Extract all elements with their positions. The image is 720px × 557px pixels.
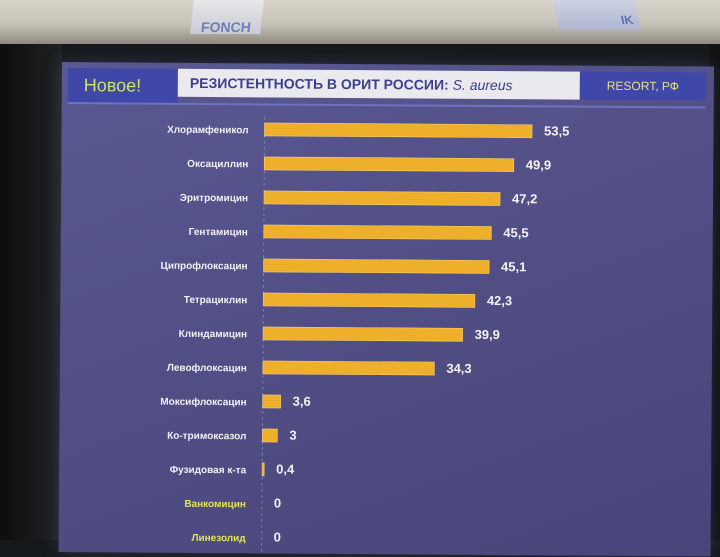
bar [262, 326, 463, 342]
category-label: Ко-тримоксазол [167, 431, 246, 443]
bar [263, 292, 476, 308]
category-label: Хлорамфеникол [167, 124, 248, 137]
resistance-bar-chart: Хлорамфеникол 53,5 Оксациллин 49,9 Эритромиц… [160, 117, 569, 557]
dark-wall-right [710, 44, 720, 540]
value-label: 53,5 [544, 123, 569, 138]
category-label: Тетрациклин [184, 295, 248, 306]
y-axis-line [260, 117, 266, 557]
value-label: 39,9 [475, 327, 500, 342]
value-label: 42,3 [487, 293, 512, 308]
category-label: Оксациллин [187, 159, 248, 170]
bar [264, 122, 533, 139]
category-label: Фузидовая к-та [170, 465, 247, 477]
bar [262, 394, 281, 409]
bar [263, 258, 490, 274]
value-label: 49,9 [526, 157, 551, 172]
category-label: Левофлоксацин [167, 362, 247, 375]
category-label: Клиндамицин [179, 329, 248, 340]
value-label: 34,3 [446, 361, 471, 376]
bar [263, 156, 515, 172]
value-label: 45,5 [503, 225, 528, 240]
value-label: 3,6 [293, 394, 311, 409]
projection-screen: Новое! РЕЗИСТЕНТНОСТЬ В ОРИТ РОССИИ: S. … [58, 62, 714, 557]
value-label: 3 [289, 428, 296, 443]
bar [262, 360, 435, 376]
bar [261, 462, 265, 477]
banner-left-text: FONCH [200, 19, 252, 34]
value-label: 0 [274, 495, 281, 510]
category-label: Линезолид [191, 533, 246, 544]
category-label: Эритромицин [180, 193, 248, 204]
category-label: Гентамицин [189, 227, 248, 238]
bar [262, 428, 278, 443]
bar [263, 190, 501, 206]
hanging-banner-right: IK [552, 0, 642, 30]
category-label: Моксифлоксацин [160, 396, 246, 409]
value-label: 0,4 [276, 462, 295, 477]
dark-wall-left [0, 44, 62, 540]
category-label: Ванкомицин [184, 499, 246, 510]
hanging-banner-left: FONCH [190, 0, 264, 34]
value-label: 45,1 [501, 259, 526, 274]
value-label: 0 [274, 529, 281, 544]
banner-right-text: IK [619, 13, 635, 27]
bar [263, 224, 492, 240]
category-label: Ципрофлоксацин [161, 260, 248, 273]
value-label: 47,2 [512, 191, 537, 206]
